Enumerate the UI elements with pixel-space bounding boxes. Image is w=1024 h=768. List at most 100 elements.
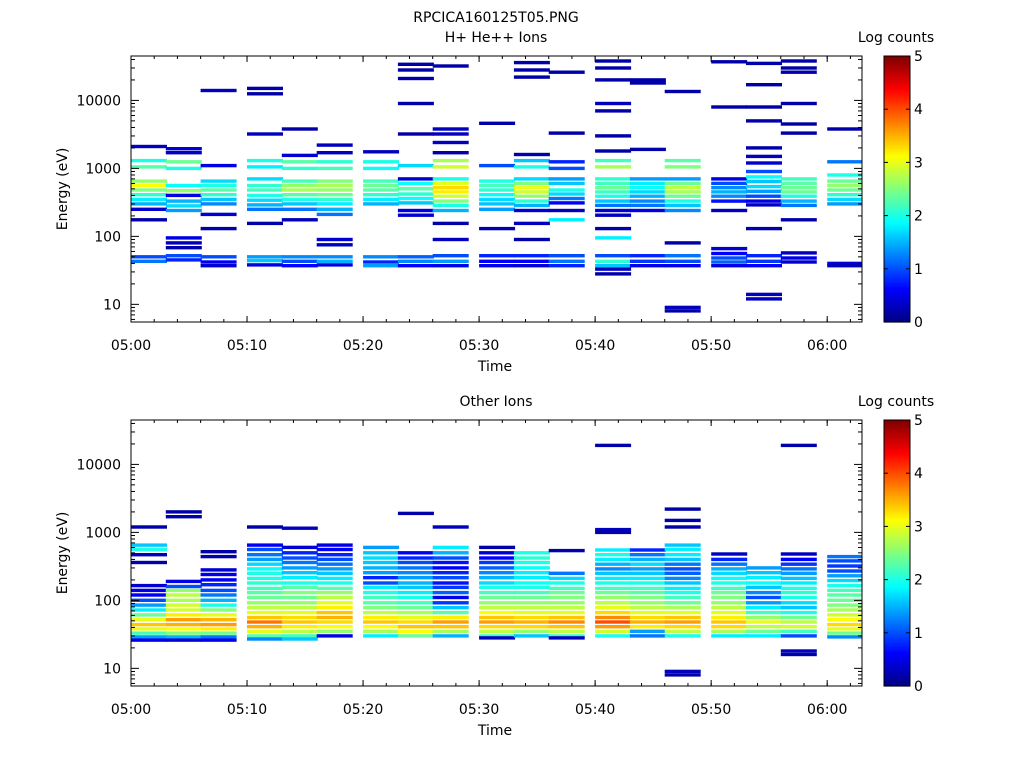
colorbar-frame: [883, 419, 911, 687]
heatmap-cell: [200, 264, 237, 268]
colorbar-segment: [884, 626, 910, 629]
colorbar-segment: [884, 226, 910, 230]
heatmap-cell: [513, 190, 550, 194]
heatmap-cell: [664, 620, 701, 624]
colorbar-segment: [884, 310, 910, 314]
x-tick-label: 05:30: [459, 702, 499, 718]
heatmap-cell: [165, 193, 202, 198]
heatmap-cell: [664, 571, 701, 575]
heatmap-cell: [513, 566, 550, 570]
colorbar-segment: [884, 106, 910, 110]
heatmap-cell: [513, 576, 550, 580]
colorbar-segment: [884, 623, 910, 627]
heatmap-cell: [746, 595, 782, 600]
heatmap-cell: [595, 267, 632, 271]
heatmap-cell: [165, 593, 202, 597]
x-tick-label: 05:00: [111, 338, 151, 354]
colorbar-segment: [884, 113, 910, 117]
colorbar-segment: [884, 420, 910, 423]
heatmap-cell: [548, 218, 585, 222]
heatmap-cell: [131, 158, 167, 163]
heatmap-cell: [165, 598, 202, 602]
heatmap-cell: [746, 566, 782, 570]
heatmap-cell: [131, 553, 167, 557]
heatmap-cell: [711, 590, 748, 595]
heatmap-cell: [397, 511, 434, 516]
heatmap-cell: [513, 590, 550, 595]
heatmap-cell: [664, 615, 701, 620]
heatmap-cell: [397, 62, 434, 66]
colorbar-segment: [884, 570, 910, 574]
heatmap-cell: [432, 221, 469, 226]
heatmap-cell: [711, 606, 748, 610]
heatmap-cell: [316, 237, 353, 242]
heatmap-cell: [629, 177, 666, 181]
heatmap-cell: [629, 194, 666, 198]
heatmap-cell: [595, 149, 632, 153]
heatmap-cell: [200, 618, 237, 622]
heatmap-cell: [397, 606, 434, 610]
heatmap-cell: [363, 585, 400, 590]
heatmap-cell: [316, 243, 353, 247]
heatmap-cell: [629, 186, 666, 190]
colorbar-segment: [884, 539, 910, 543]
colorbar-label: Log counts: [858, 394, 934, 410]
heatmap-cell: [479, 193, 516, 197]
colorbar-segment: [884, 535, 910, 539]
heatmap-cell: [281, 615, 318, 620]
heatmap-cell: [281, 585, 318, 590]
heatmap-cell: [513, 165, 550, 169]
heatmap-cell: [432, 158, 469, 163]
heatmap-cell: [247, 610, 283, 615]
heatmap-cell: [200, 568, 237, 572]
colorbar-segment: [884, 246, 910, 250]
heatmap-cell: [711, 557, 748, 562]
colorbar-segment: [884, 224, 910, 228]
heatmap-cell: [165, 631, 202, 635]
heatmap-cell: [595, 571, 632, 575]
heatmap-cell: [247, 620, 283, 624]
colorbar-segment: [884, 111, 910, 115]
heatmap-cell: [131, 202, 167, 206]
colorbar-segment: [884, 557, 910, 561]
y-tick-label: 1000: [85, 161, 121, 177]
heatmap-cell: [827, 127, 862, 131]
x-tick-label: 06:00: [807, 702, 847, 718]
heatmap-cell: [432, 190, 469, 194]
heatmap-cell: [316, 183, 353, 188]
heatmap-cell: [363, 576, 400, 580]
heatmap-cell: [827, 574, 862, 578]
colorbar-segment: [884, 597, 910, 601]
heatmap-cell: [397, 68, 434, 72]
colorbar-segment: [884, 588, 910, 592]
heatmap-cell: [247, 562, 283, 566]
heatmap-cell: [200, 593, 237, 597]
heatmap-cell: [363, 166, 400, 171]
heatmap-cell: [780, 190, 817, 194]
heatmap-cell: [165, 635, 202, 639]
heatmap-cell: [281, 207, 318, 211]
heatmap-cell: [479, 264, 516, 268]
colorbar-tick-label: 1: [914, 626, 923, 642]
colorbar-segment: [884, 306, 910, 310]
heatmap-cell: [200, 598, 237, 602]
heatmap-cell: [316, 166, 353, 171]
heatmap-cell: [664, 610, 701, 615]
y-tick-label: 10000: [76, 93, 121, 109]
heatmap-cell: [595, 562, 632, 566]
heatmap-cell: [746, 154, 782, 159]
x-tick-label: 05:00: [111, 702, 151, 718]
x-tick-label: 05:10: [227, 338, 267, 354]
heatmap-cell: [548, 70, 585, 74]
colorbar-segment: [884, 244, 910, 248]
heatmap-cell: [711, 208, 748, 213]
heatmap-cell: [316, 567, 353, 571]
heatmap-cell: [827, 569, 862, 573]
heatmap-cell: [165, 236, 202, 240]
heatmap-cell: [281, 629, 318, 633]
colorbar-segment: [884, 559, 910, 563]
colorbar-segment: [884, 451, 910, 454]
heatmap-cell: [397, 581, 434, 585]
heatmap-cell: [548, 196, 585, 201]
y-tick-label: 10: [103, 661, 121, 677]
